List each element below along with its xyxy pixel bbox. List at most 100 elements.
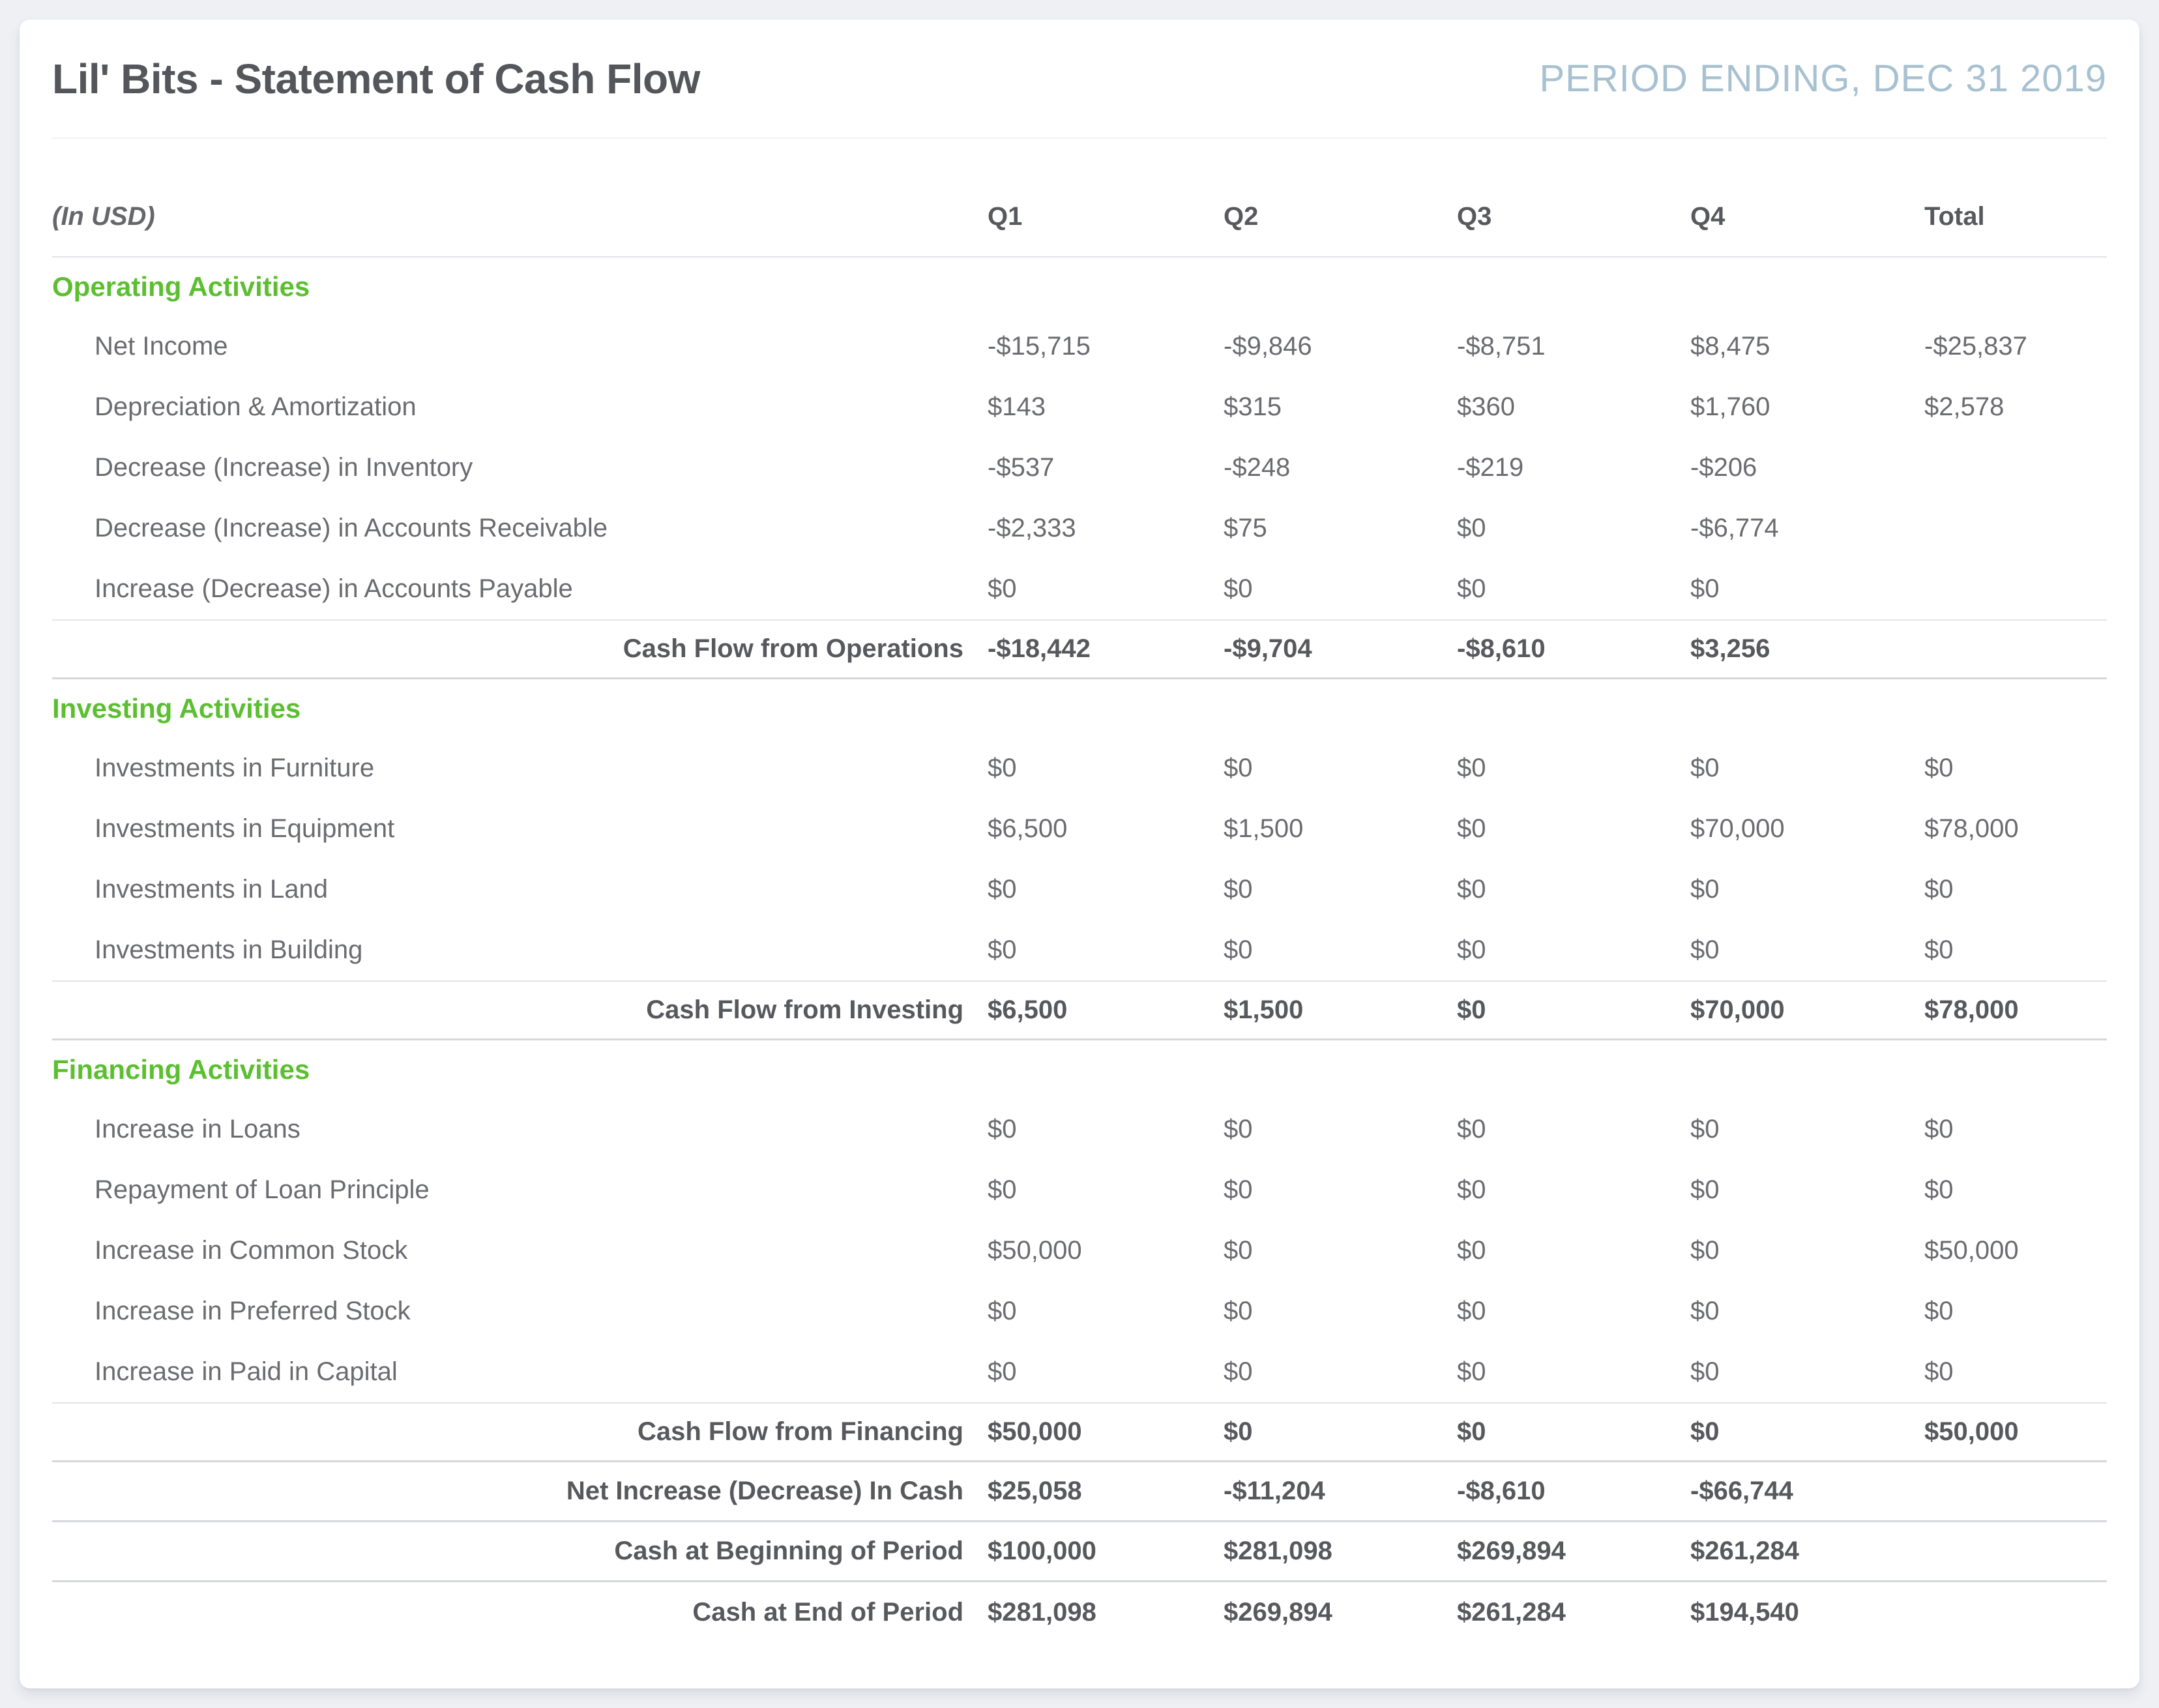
cell-q3: $0 bbox=[1457, 574, 1486, 603]
cell-total: $0 bbox=[1924, 754, 1954, 782]
table-row: Depreciation & Amortization $143 $315 $360 $… bbox=[52, 377, 2107, 437]
cell-q4: -$66,744 bbox=[1690, 1477, 1793, 1505]
cell-q1: $281,098 bbox=[988, 1597, 1096, 1627]
cell-q3: $0 bbox=[1457, 875, 1486, 904]
cell-q2: -$9,704 bbox=[1224, 634, 1312, 663]
page-title: Lil' Bits - Statement of Cash Flow bbox=[52, 55, 700, 102]
cell-total: $50,000 bbox=[1924, 1236, 2019, 1265]
section-header-row: Operating Activities bbox=[52, 258, 2107, 316]
cell-q2: $75 bbox=[1224, 514, 1267, 542]
row-label: Investments in Equipment bbox=[95, 814, 395, 843]
row-label: Net Income bbox=[95, 332, 228, 361]
cell-q2: $1,500 bbox=[1224, 814, 1304, 843]
cell-q3: $261,284 bbox=[1457, 1597, 1566, 1627]
table-row: Increase in Common Stock $50,000 $0 $0 $0 $50… bbox=[52, 1220, 2107, 1281]
row-label: Decrease (Increase) in Inventory bbox=[95, 453, 473, 482]
cell-q3: $0 bbox=[1457, 1175, 1486, 1204]
cell-q2: $0 bbox=[1224, 574, 1253, 603]
summary-row-label: Cash at Beginning of Period bbox=[614, 1537, 963, 1565]
cell-q4: $0 bbox=[1690, 1175, 1720, 1204]
row-label: Increase (Decrease) in Accounts Payable bbox=[95, 574, 573, 603]
cell-total: $0 bbox=[1924, 1115, 1954, 1143]
table-row: Decrease (Increase) in Accounts Receivab… bbox=[52, 498, 2107, 559]
cell-q1: $0 bbox=[988, 935, 1017, 964]
unit-label: (In USD) bbox=[52, 202, 155, 231]
cell-q4: $261,284 bbox=[1690, 1537, 1799, 1565]
cell-total: $0 bbox=[1924, 1357, 1954, 1386]
summary-row: Net Increase (Decrease) In Cash $25,058 -$… bbox=[52, 1462, 2107, 1522]
row-label: Repayment of Loan Principle bbox=[95, 1175, 430, 1204]
cell-q1: -$18,442 bbox=[988, 634, 1091, 663]
cell-q2: $0 bbox=[1224, 1297, 1253, 1325]
table-row: Increase in Paid in Capital $0 $0 $0 $0 $0 bbox=[52, 1342, 2107, 1402]
cell-q1: $0 bbox=[988, 1297, 1017, 1325]
cell-q1: -$2,333 bbox=[988, 514, 1076, 542]
summary-row: Cash at End of Period $281,098 $269,894 $26… bbox=[52, 1582, 2107, 1642]
row-label: Increase in Loans bbox=[95, 1115, 301, 1143]
cell-q4: $0 bbox=[1690, 1417, 1720, 1446]
cell-q2: $0 bbox=[1224, 875, 1253, 904]
cell-q2: -$9,846 bbox=[1224, 332, 1312, 361]
cell-q1: $143 bbox=[988, 392, 1046, 421]
cell-total: -$25,837 bbox=[1924, 332, 2027, 361]
section-total-row: Cash Flow from Investing $6,500 $1,500 $0 $7… bbox=[52, 980, 2107, 1040]
section-header-row: Investing Activities bbox=[52, 679, 2107, 738]
column-header-q3: Q3 bbox=[1457, 202, 1492, 231]
table-row: Investments in Land $0 $0 $0 $0 $0 bbox=[52, 859, 2107, 920]
cell-q2: $0 bbox=[1224, 1357, 1253, 1386]
row-label: Increase in Paid in Capital bbox=[95, 1357, 398, 1386]
table-row: Increase (Decrease) in Accounts Payable $… bbox=[52, 559, 2107, 619]
table-row: Increase in Loans $0 $0 $0 $0 $0 bbox=[52, 1099, 2107, 1160]
cell-q1: $0 bbox=[988, 754, 1017, 782]
summary-row: Cash at Beginning of Period $100,000 $281,… bbox=[52, 1522, 2107, 1582]
cell-q2: $0 bbox=[1224, 1115, 1253, 1143]
cell-q3: $269,894 bbox=[1457, 1537, 1566, 1565]
table-header-row: (In USD) Q1 Q2 Q3 Q4 Total bbox=[52, 139, 2107, 258]
cell-q1: $6,500 bbox=[988, 814, 1068, 843]
cell-q3: $0 bbox=[1457, 1417, 1486, 1446]
cell-q3: -$8,610 bbox=[1457, 634, 1546, 663]
cell-q4: $8,475 bbox=[1690, 332, 1770, 361]
cell-q2: $281,098 bbox=[1224, 1537, 1332, 1565]
cell-q2: $0 bbox=[1224, 1236, 1253, 1265]
cell-q2: $0 bbox=[1224, 1417, 1253, 1446]
cell-total: $0 bbox=[1924, 1297, 1954, 1325]
cell-q3: $0 bbox=[1457, 814, 1486, 843]
cell-q1: $0 bbox=[988, 875, 1017, 904]
row-label: Investments in Furniture bbox=[95, 754, 375, 782]
table-row: Investments in Furniture $0 $0 $0 $0 $0 bbox=[52, 738, 2107, 799]
table-row: Investments in Equipment $6,500 $1,500 $0 $7… bbox=[52, 799, 2107, 859]
cell-q4: $0 bbox=[1690, 1236, 1720, 1265]
cell-q3: $0 bbox=[1457, 1236, 1486, 1265]
cell-q3: $0 bbox=[1457, 935, 1486, 964]
cell-q4: $0 bbox=[1690, 1297, 1720, 1325]
period-ending-label: PERIOD ENDING, DEC 31 2019 bbox=[1539, 57, 2107, 100]
row-label: Investments in Building bbox=[95, 935, 363, 964]
cell-q4: $3,256 bbox=[1690, 634, 1770, 663]
total-row-label: Cash Flow from Investing bbox=[646, 995, 963, 1024]
section-total-row: Cash Flow from Financing $50,000 $0 $0 $0 $50… bbox=[52, 1402, 2107, 1462]
summary-row-label: Net Increase (Decrease) In Cash bbox=[566, 1477, 963, 1505]
cell-q3: $0 bbox=[1457, 995, 1486, 1024]
column-header-q4: Q4 bbox=[1690, 202, 1726, 231]
summary-row-label: Cash at End of Period bbox=[692, 1597, 963, 1627]
table-row: Net Income -$15,715 -$9,846 -$8,751 $8,475 -$… bbox=[52, 316, 2107, 377]
cell-q4: -$206 bbox=[1690, 453, 1757, 482]
total-row-label: Cash Flow from Operations bbox=[623, 634, 963, 663]
cell-q2: -$248 bbox=[1224, 453, 1291, 482]
cell-q4: $0 bbox=[1690, 935, 1720, 964]
cell-q1: $0 bbox=[988, 1357, 1017, 1386]
row-label: Increase in Preferred Stock bbox=[95, 1297, 411, 1325]
cell-q1: $50,000 bbox=[988, 1417, 1082, 1446]
cash-flow-table: (In USD) Q1 Q2 Q3 Q4 Total Operating Act… bbox=[52, 139, 2107, 1642]
table-row: Increase in Preferred Stock $0 $0 $0 $0 $0 bbox=[52, 1281, 2107, 1342]
cell-q3: $0 bbox=[1457, 1357, 1486, 1386]
cell-q1: -$15,715 bbox=[988, 332, 1091, 361]
cell-q2: $1,500 bbox=[1224, 995, 1304, 1024]
cell-q1: $6,500 bbox=[988, 995, 1068, 1024]
card-header: Lil' Bits - Statement of Cash Flow PERIO… bbox=[52, 20, 2107, 139]
cell-total: $78,000 bbox=[1924, 814, 2019, 843]
cell-total: $0 bbox=[1924, 875, 1954, 904]
cell-q2: -$11,204 bbox=[1224, 1477, 1325, 1505]
